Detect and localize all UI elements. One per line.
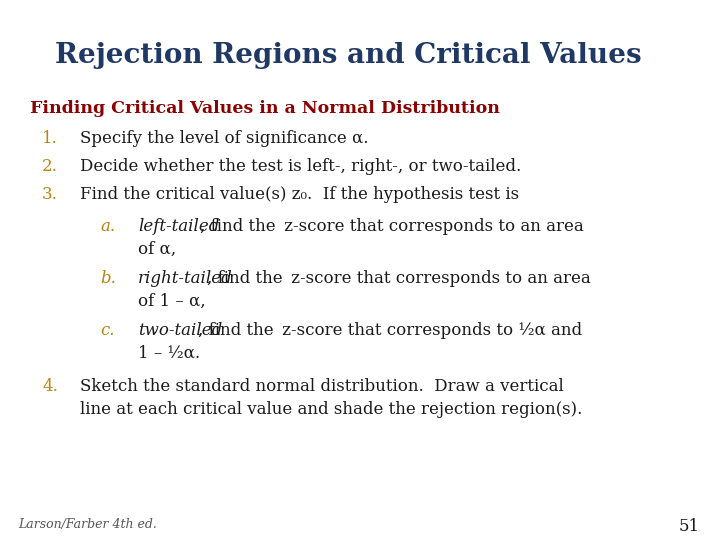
Text: right-tailed: right-tailed xyxy=(138,270,233,287)
Text: two-tailed: two-tailed xyxy=(138,322,222,339)
Text: Sketch the standard normal distribution.  Draw a vertical: Sketch the standard normal distribution.… xyxy=(80,378,564,395)
Text: , find the  z-score that corresponds to ½α and: , find the z-score that corresponds to ½… xyxy=(198,322,582,339)
Text: left-tailed: left-tailed xyxy=(138,218,220,235)
Text: 2.: 2. xyxy=(42,158,58,175)
Text: 51: 51 xyxy=(679,518,700,535)
Text: of α,: of α, xyxy=(138,241,176,258)
Text: Larson/Farber 4th ed.: Larson/Farber 4th ed. xyxy=(18,518,157,531)
Text: Finding Critical Values in a Normal Distribution: Finding Critical Values in a Normal Dist… xyxy=(30,100,500,117)
Text: 3.: 3. xyxy=(42,186,58,203)
Text: b.: b. xyxy=(100,270,116,287)
Text: , find the  z-score that corresponds to an area: , find the z-score that corresponds to a… xyxy=(207,270,590,287)
Text: , find the  z-score that corresponds to an area: , find the z-score that corresponds to a… xyxy=(200,218,584,235)
Text: of 1 – α,: of 1 – α, xyxy=(138,293,206,310)
Text: c.: c. xyxy=(100,322,114,339)
Text: 4.: 4. xyxy=(42,378,58,395)
Text: line at each critical value and shade the rejection region(s).: line at each critical value and shade th… xyxy=(80,401,582,418)
Text: a.: a. xyxy=(100,218,115,235)
Text: Find the critical value(s) z₀.  If the hypothesis test is: Find the critical value(s) z₀. If the hy… xyxy=(80,186,519,203)
Text: Specify the level of significance α.: Specify the level of significance α. xyxy=(80,130,369,147)
Text: 1.: 1. xyxy=(42,130,58,147)
Text: Decide whether the test is left-, right-, or two-tailed.: Decide whether the test is left-, right-… xyxy=(80,158,521,175)
Text: 1 – ½α.: 1 – ½α. xyxy=(138,345,200,362)
Text: Rejection Regions and Critical Values: Rejection Regions and Critical Values xyxy=(55,42,642,69)
